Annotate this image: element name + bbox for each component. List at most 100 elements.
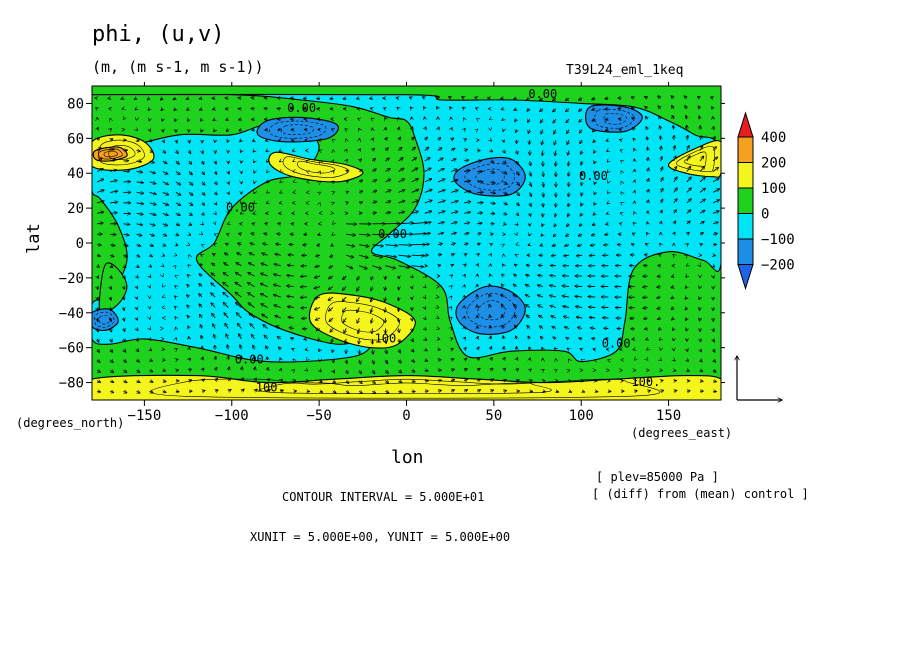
vector-906 [648, 200, 649, 203]
vector-114 [333, 370, 334, 373]
vector-943 [503, 192, 508, 194]
vector-590 [274, 264, 281, 266]
vector-1235 [554, 129, 556, 135]
vector-1096 [621, 160, 622, 161]
vector-889 [424, 200, 432, 204]
vector-945 [530, 192, 532, 196]
x-tick-label: −100 [215, 408, 249, 424]
vector-165 [372, 359, 374, 364]
vector-158 [280, 358, 281, 360]
chart-units: (m, (m s-1, m s-1)) [92, 58, 264, 76]
vector-990 [490, 182, 495, 183]
vector-19 [346, 391, 349, 393]
vector-159 [293, 359, 294, 360]
vector-671 [713, 255, 715, 256]
vector-463 [501, 294, 503, 297]
vector-986 [437, 179, 445, 183]
vector-588 [248, 263, 255, 267]
vector-467 [550, 295, 557, 297]
vector-884 [359, 202, 362, 203]
vector-174 [490, 357, 492, 360]
vector-1135 [504, 151, 506, 154]
vector-1192 [620, 140, 622, 141]
vector-1324 [463, 107, 465, 109]
vector-1144 [620, 150, 621, 151]
vector-1034 [437, 169, 444, 172]
vector-1114 [228, 151, 229, 154]
vector-0 [97, 391, 101, 392]
vector-1109 [163, 151, 166, 154]
vector-981 [372, 180, 376, 182]
vector-1081 [424, 158, 430, 162]
vector-605 [477, 264, 478, 266]
vector-580 [150, 266, 152, 267]
vector-853 [580, 213, 582, 216]
vector-847 [504, 213, 507, 214]
vector-726 [176, 234, 179, 235]
vector-201 [215, 345, 216, 350]
vector-156 [254, 356, 255, 360]
vector-732 [251, 233, 255, 234]
vector-816 [97, 212, 104, 214]
colorbar-cell-lt_m100 [737, 238, 754, 265]
vector-541 [261, 273, 268, 277]
vector-119 [399, 370, 402, 373]
vector-413 [477, 305, 478, 308]
vector-837 [372, 213, 376, 214]
vector-430 [699, 308, 700, 311]
vector-1015 [188, 171, 192, 175]
vector-707 [552, 245, 557, 247]
vector-950 [594, 192, 595, 194]
vector-738 [332, 234, 333, 235]
vector-316 [464, 327, 465, 329]
vector-1040 [517, 171, 520, 176]
vector-538 [223, 272, 229, 277]
vector-55 [189, 380, 192, 381]
vector-425 [629, 308, 635, 309]
vector-1006 [699, 177, 705, 183]
vector-910 [699, 199, 705, 204]
vector-528 [97, 276, 98, 278]
vector-439 [187, 295, 189, 297]
vector-1190 [593, 140, 595, 142]
vector-107 [241, 367, 242, 371]
vector-689 [317, 245, 320, 246]
vector-661 [576, 255, 583, 256]
vector-1331 [553, 109, 557, 112]
vector-596 [359, 265, 367, 269]
vector-650 [437, 254, 442, 255]
vector-525 [685, 287, 687, 289]
vector-524 [671, 287, 674, 288]
vector-693 [372, 245, 383, 247]
vector-840 [411, 211, 419, 213]
vector-811 [661, 221, 662, 224]
vector-361 [425, 318, 426, 320]
vector-529 [110, 276, 112, 279]
vector-799 [504, 224, 507, 225]
vector-869 [162, 203, 169, 205]
vector-1116 [253, 151, 254, 153]
vector-1035 [450, 169, 457, 171]
vector-196 [150, 349, 152, 350]
vector-414 [489, 304, 490, 307]
vector-762 [646, 233, 647, 235]
vector-1014 [175, 171, 180, 175]
vector-599 [398, 265, 410, 268]
vector-222 [490, 347, 491, 350]
vector-727 [189, 234, 191, 235]
vector-872 [202, 203, 205, 205]
vector-461 [477, 295, 478, 298]
vector-792 [411, 222, 428, 224]
vector-741 [372, 234, 384, 235]
vector-697 [424, 244, 430, 245]
vector-805 [579, 224, 582, 226]
vector-660 [564, 255, 570, 256]
vector-173 [477, 358, 479, 360]
vector-933 [372, 190, 377, 192]
vector-426 [643, 308, 648, 309]
vector-1030 [385, 169, 391, 172]
vector-99 [137, 370, 140, 372]
vector-338 [124, 318, 125, 321]
vector-666 [644, 255, 647, 256]
